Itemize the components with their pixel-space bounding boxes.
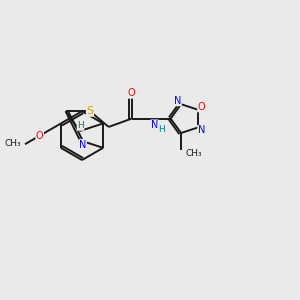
Text: H: H [77,121,84,130]
Text: O: O [36,131,44,141]
Text: N: N [198,125,205,135]
Text: N: N [174,96,181,106]
Text: CH₃: CH₃ [185,149,202,158]
Text: N: N [79,140,86,150]
Text: H: H [158,125,164,134]
Text: N: N [151,120,158,130]
Text: O: O [128,88,135,98]
Text: S: S [86,106,94,116]
Text: O: O [198,102,205,112]
Text: CH₃: CH₃ [4,139,21,148]
